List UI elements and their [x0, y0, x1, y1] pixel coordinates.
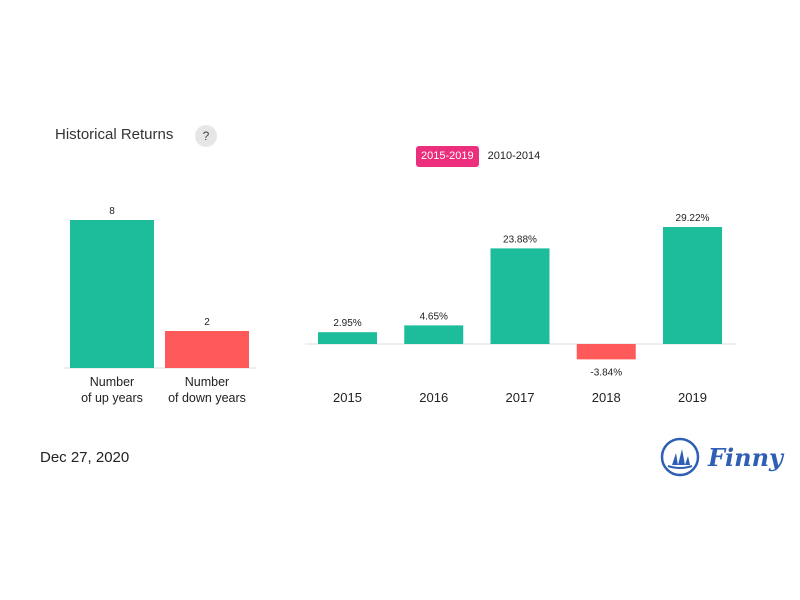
- finny-logo: Finny: [660, 437, 783, 477]
- page-title: Historical Returns: [55, 126, 174, 143]
- sailboat-icon: [660, 437, 700, 477]
- bar-value-label: 8: [109, 206, 115, 217]
- as-of-date: Dec 27, 2020: [40, 449, 130, 466]
- return-bar-2016: [404, 325, 464, 344]
- return-bar-2017: [490, 248, 550, 344]
- return-bar-2015: [318, 332, 377, 344]
- year-label: 2018: [592, 390, 621, 405]
- category-label: of down years: [168, 391, 246, 405]
- year-label: 2016: [419, 390, 448, 405]
- bar-value-label: 2.95%: [333, 318, 361, 329]
- category-label: Number: [185, 375, 229, 389]
- down-years-bar: [165, 331, 249, 368]
- bar-value-label: 4.65%: [420, 311, 448, 322]
- year-label: 2019: [678, 390, 707, 405]
- bar-value-label: 29.22%: [676, 213, 710, 224]
- bar-value-label: 23.88%: [503, 234, 537, 245]
- up-years-bar: [70, 220, 154, 368]
- bar-value-label: 2: [204, 317, 210, 328]
- return-bar-2019: [663, 227, 722, 344]
- year-label: 2015: [333, 390, 362, 405]
- tab-2015-2019[interactable]: 2015-2019: [416, 146, 479, 167]
- category-label: of up years: [81, 391, 143, 405]
- tab-2010-2014[interactable]: 2010-2014: [487, 150, 541, 162]
- year-label: 2017: [506, 390, 535, 405]
- brand-name: Finny: [708, 442, 783, 472]
- period-tabs: 2015-2019 2010-2014: [416, 146, 545, 167]
- return-bar-2018: [576, 344, 636, 360]
- category-label: Number: [90, 375, 134, 389]
- bar-value-label: -3.84%: [590, 367, 622, 378]
- help-icon[interactable]: ?: [195, 125, 217, 147]
